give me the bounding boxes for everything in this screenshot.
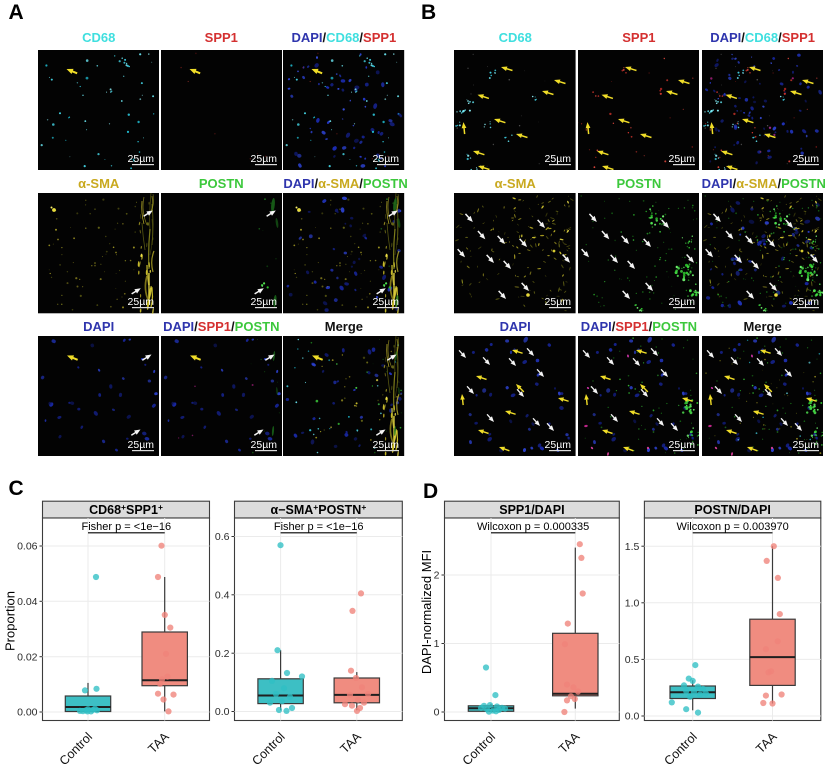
- svg-text:Control: Control: [249, 730, 287, 765]
- svg-text:25µm: 25µm: [128, 297, 155, 308]
- svg-text:25µm: 25µm: [250, 154, 277, 165]
- svg-text:Fisher p = <1e−16: Fisher p = <1e−16: [274, 521, 364, 533]
- svg-text:25µm: 25µm: [792, 440, 819, 451]
- svg-text:25µm: 25µm: [792, 297, 819, 308]
- svg-text:25µm: 25µm: [668, 297, 695, 308]
- svg-text:DAPI-normalized MFI: DAPI-normalized MFI: [419, 550, 434, 674]
- svg-text:1: 1: [434, 638, 440, 650]
- svg-text:25µm: 25µm: [373, 440, 400, 451]
- svg-text:Control: Control: [661, 730, 699, 765]
- svg-text:Control: Control: [460, 730, 498, 765]
- svg-text:CD68+SPP1+: CD68+SPP1+: [89, 502, 163, 517]
- svg-text:Wilcoxon p = 0.000335: Wilcoxon p = 0.000335: [477, 521, 589, 533]
- svg-text:Wilcoxon p = 0.003970: Wilcoxon p = 0.003970: [676, 521, 788, 533]
- svg-text:25µm: 25µm: [373, 154, 400, 165]
- svg-text:0.5: 0.5: [625, 654, 640, 666]
- svg-text:25µm: 25µm: [668, 440, 695, 451]
- svg-text:1.5: 1.5: [625, 541, 640, 553]
- svg-text:1.0: 1.0: [625, 597, 640, 609]
- svg-text:0.06: 0.06: [17, 541, 38, 553]
- svg-text:SPP1/DAPI: SPP1/DAPI: [499, 503, 564, 517]
- svg-text:α−SMA+POSTN+: α−SMA+POSTN+: [271, 502, 367, 517]
- svg-text:0.02: 0.02: [17, 651, 38, 663]
- svg-text:0.0: 0.0: [625, 711, 640, 723]
- svg-text:Control: Control: [57, 730, 95, 765]
- svg-text:0.2: 0.2: [215, 648, 230, 660]
- svg-text:2: 2: [434, 570, 440, 582]
- svg-text:25µm: 25µm: [128, 154, 155, 165]
- svg-text:25µm: 25µm: [128, 440, 155, 451]
- svg-text:TAA: TAA: [145, 729, 172, 756]
- svg-text:25µm: 25µm: [373, 297, 400, 308]
- svg-text:POSTN/DAPI: POSTN/DAPI: [694, 503, 770, 517]
- svg-text:25µm: 25µm: [545, 154, 572, 165]
- svg-text:0: 0: [434, 707, 440, 719]
- svg-text:TAA: TAA: [556, 729, 583, 756]
- svg-text:Fisher p = <1e−16: Fisher p = <1e−16: [82, 521, 172, 533]
- svg-text:0.0: 0.0: [215, 706, 230, 718]
- svg-text:25µm: 25µm: [250, 440, 277, 451]
- svg-text:TAA: TAA: [337, 729, 364, 756]
- svg-text:25µm: 25µm: [545, 297, 572, 308]
- svg-text:0.04: 0.04: [17, 596, 38, 608]
- svg-text:0.00: 0.00: [17, 707, 38, 719]
- svg-text:25µm: 25µm: [545, 440, 572, 451]
- svg-text:Proportion: Proportion: [3, 591, 18, 651]
- svg-text:0.6: 0.6: [215, 531, 230, 543]
- svg-text:0.4: 0.4: [215, 589, 230, 601]
- svg-text:25µm: 25µm: [668, 154, 695, 165]
- svg-text:25µm: 25µm: [250, 297, 277, 308]
- svg-text:TAA: TAA: [753, 729, 780, 756]
- svg-text:25µm: 25µm: [792, 154, 819, 165]
